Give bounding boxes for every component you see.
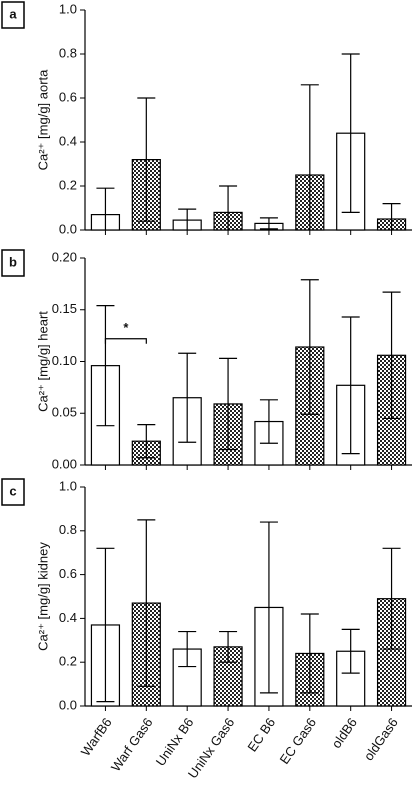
error-bar [300, 613, 319, 694]
error-bar [137, 424, 156, 459]
y-tick-label: 1.0 [59, 478, 77, 493]
y-tick-label: 0.2 [59, 654, 77, 669]
error-bar [300, 279, 319, 415]
y-tick-label: 0.20 [52, 249, 77, 264]
error-bar [300, 84, 319, 230]
x-tick-label: oldGas6 [361, 715, 401, 763]
error-bar [219, 357, 238, 451]
error-bar [382, 203, 401, 230]
error-bar [259, 217, 278, 230]
error-bar [219, 630, 238, 663]
panel-label-box [1, 1, 25, 29]
y-tick-label: 0.2 [59, 177, 77, 192]
error-bar [219, 185, 238, 230]
x-tick-label: UniNx B6 [153, 715, 197, 769]
error-bar [259, 521, 278, 694]
y-tick-label: 0.4 [59, 133, 77, 148]
panel-label-box [1, 249, 25, 277]
x-tick-label: EC Gas6 [277, 715, 320, 767]
panel: a Ca²⁺ [mg/g] aorta 0.0 0.2 0.4 0.6 0.8 1.0 [1, 1, 412, 236]
y-tick-label: 0.6 [59, 89, 77, 104]
y-axis-label: Ca²⁺ [mg/g] kidney [35, 542, 50, 651]
error-bar [137, 97, 156, 222]
y-tick-label: 0.0 [59, 221, 77, 236]
error-bar [341, 316, 360, 455]
significance-bracket [104, 338, 147, 344]
y-tick-label: 0.8 [59, 45, 77, 60]
y-tick-label: 0.4 [59, 610, 77, 625]
error-bar [382, 291, 401, 420]
y-tick-label: 0.00 [52, 456, 77, 471]
error-bar [341, 628, 360, 674]
x-tick-label: WarfB6 [78, 715, 115, 759]
panel-label: b [9, 254, 17, 269]
panel-label: c [9, 483, 16, 498]
panel-label: a [9, 6, 17, 21]
y-tick-label: 0.15 [52, 301, 77, 316]
y-axis-label: Ca²⁺ [mg/g] aorta [35, 69, 50, 171]
x-tick-label: oldB6 [329, 715, 360, 751]
error-bar [178, 352, 197, 443]
y-tick-label: 0.6 [59, 566, 77, 581]
error-bar [137, 519, 156, 687]
y-tick-label: 0.8 [59, 522, 77, 537]
panel: c Ca²⁺ [mg/g] kidney 0.0 0.2 0.4 0.6 0.8 1.0 War… [1, 478, 412, 781]
error-bar [341, 53, 360, 213]
y-axis-label: Ca²⁺ [mg/g] heart [35, 311, 50, 412]
error-bar [178, 208, 197, 230]
error-bar [259, 399, 278, 444]
error-bar [96, 187, 115, 230]
annotation: * [123, 320, 129, 335]
y-tick-label: 0.0 [59, 697, 77, 712]
x-tick-label: Warf Gas6 [108, 715, 156, 774]
x-tick-label: EC B6 [244, 715, 278, 754]
panel-label-box [1, 478, 25, 506]
error-bar [96, 547, 115, 703]
error-bar [178, 630, 197, 668]
error-bar [382, 547, 401, 650]
panel: b Ca²⁺ [mg/g] heart 0.00 0.05 0.10 0.15 0.20 * [1, 249, 412, 471]
error-bar [96, 305, 115, 427]
y-tick-label: 0.10 [52, 353, 77, 368]
y-tick-label: 1.0 [59, 1, 77, 16]
y-tick-label: 0.05 [52, 405, 77, 420]
